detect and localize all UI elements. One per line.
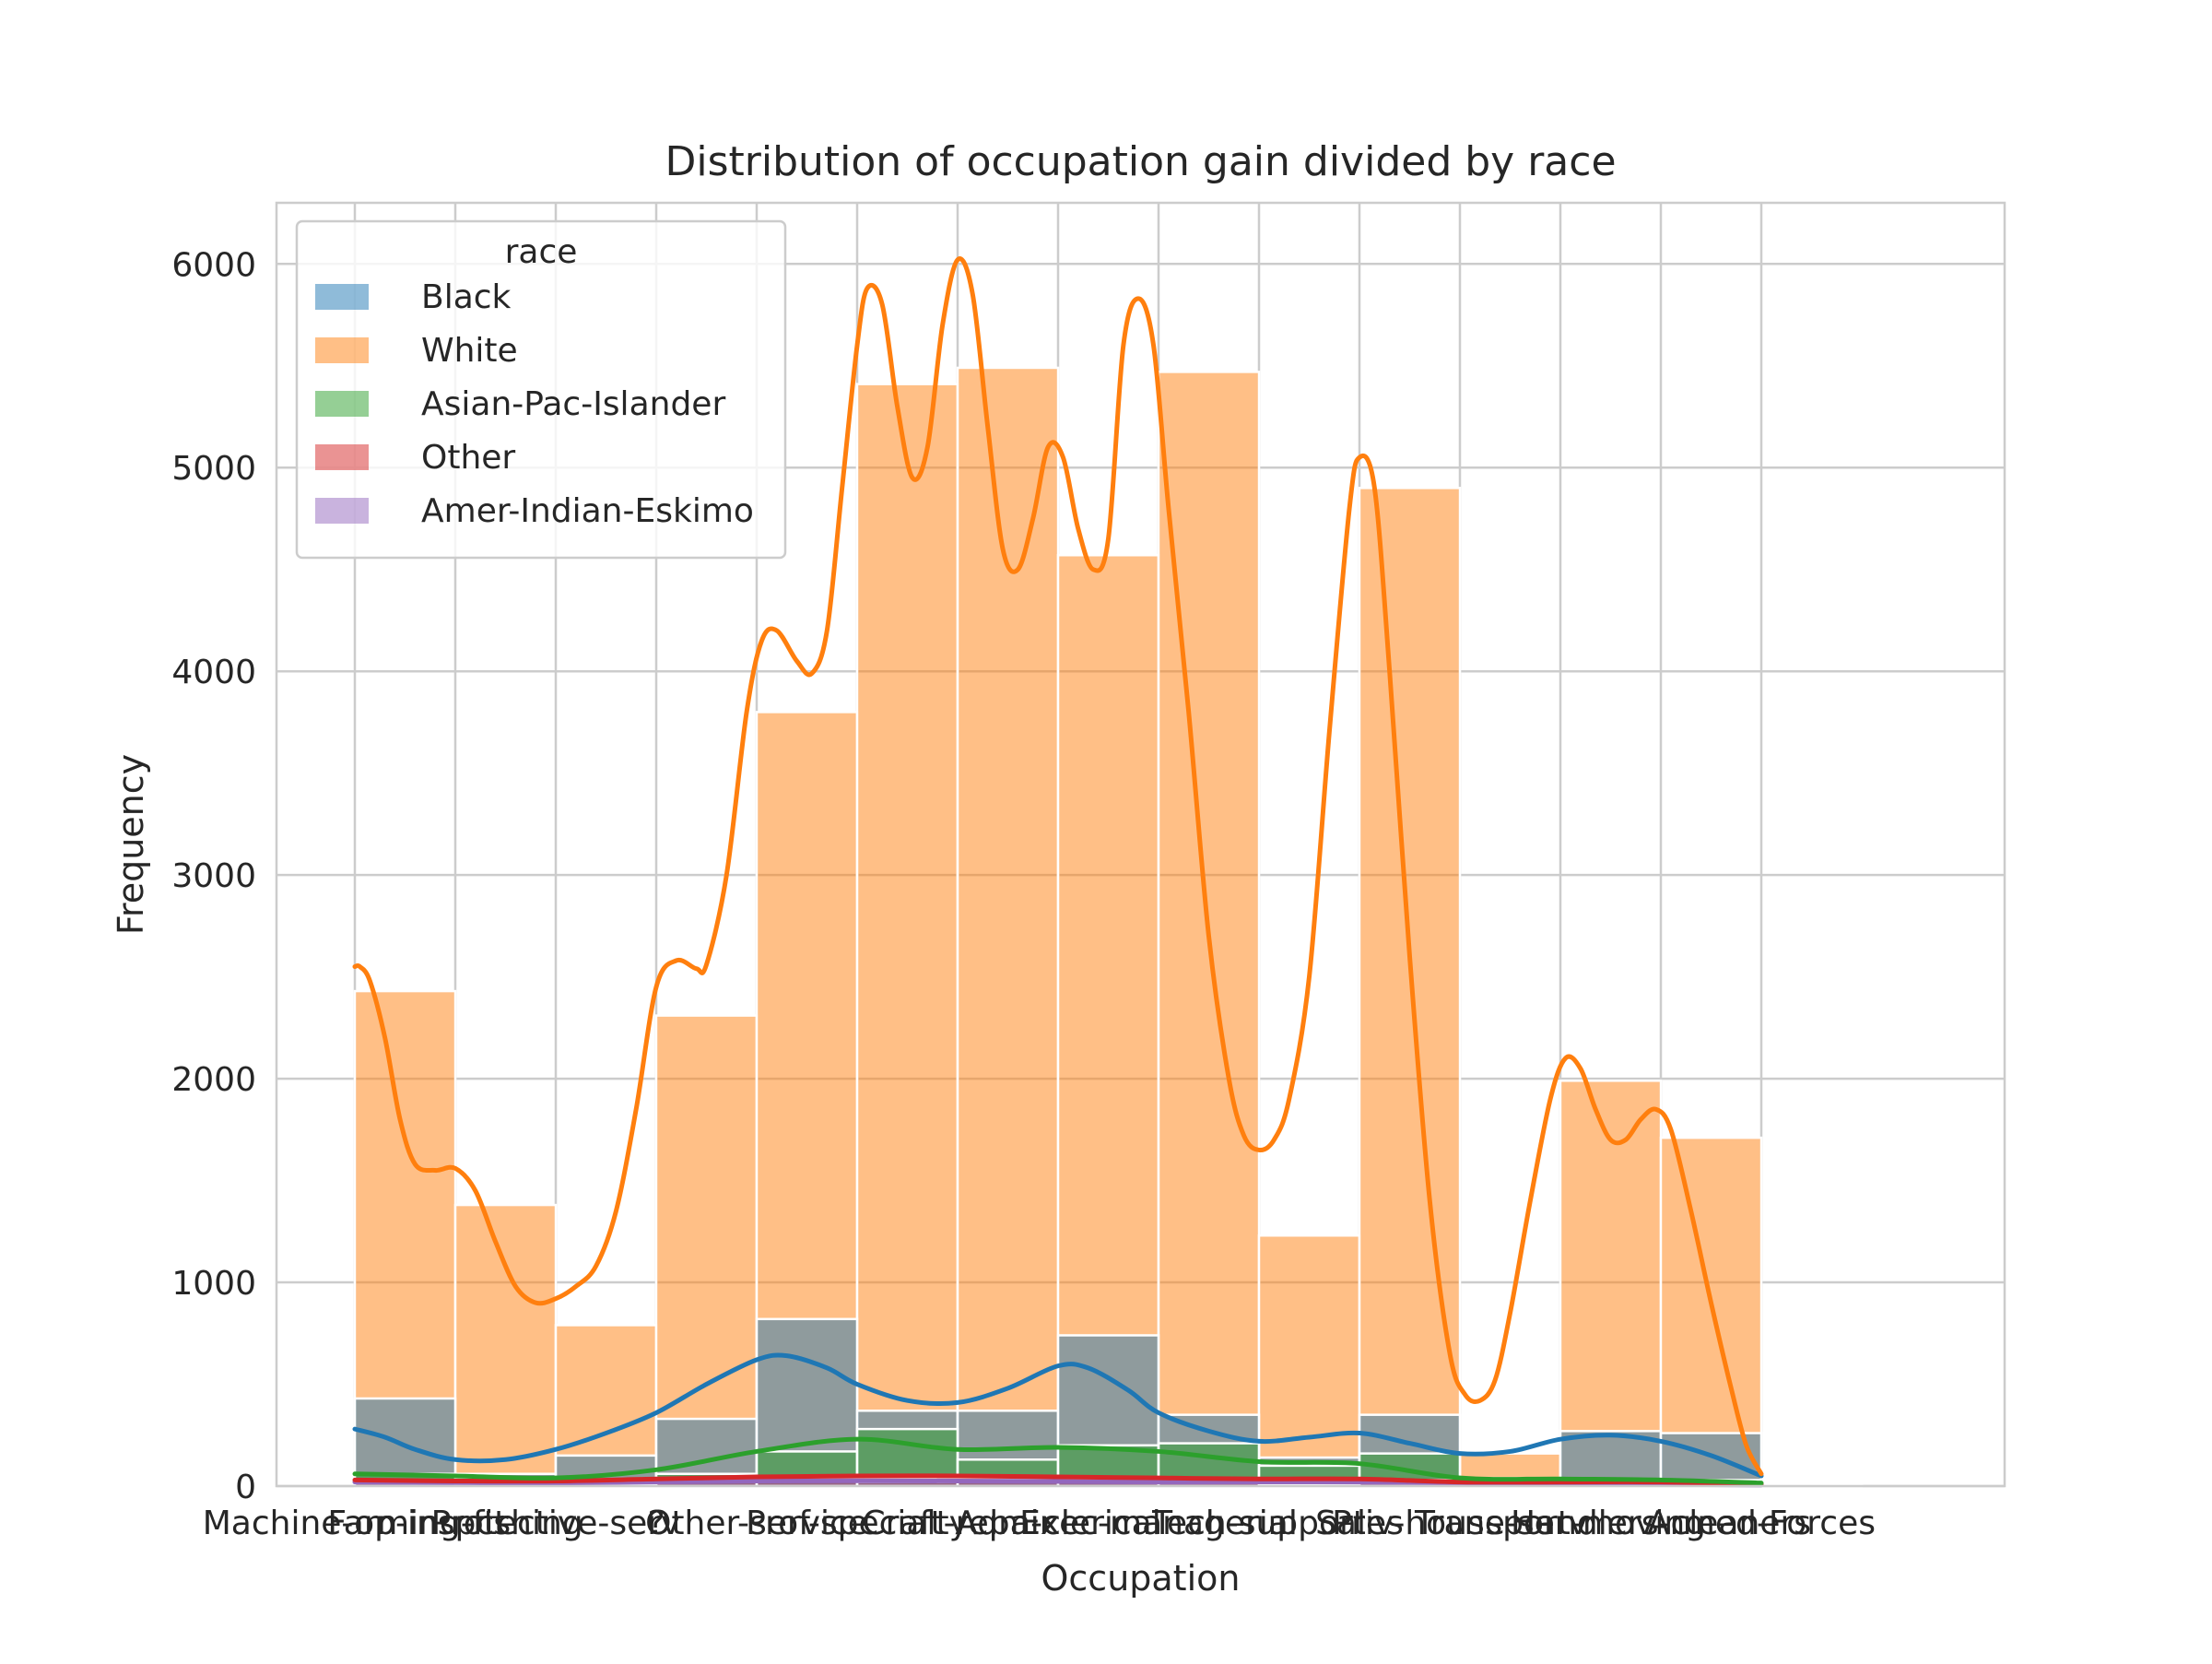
legend-label-asian-pac-islander: Asian-Pac-Islander xyxy=(421,385,725,423)
legend-label-black: Black xyxy=(421,278,512,316)
y-axis-label: Frequency xyxy=(111,754,151,935)
legend-label-amer-indian-eskimo: Amer-Indian-Eskimo xyxy=(421,492,754,530)
y-tick-label: 2000 xyxy=(171,1061,256,1099)
x-tick-label-armed-forces: Armed-Forces xyxy=(1647,1505,1876,1542)
x-axis-label: Occupation xyxy=(1041,1558,1241,1599)
chart-title: Distribution of occupation gain divided … xyxy=(665,138,1616,185)
y-tick-label: 5000 xyxy=(171,450,256,488)
legend-swatch-other xyxy=(315,444,369,470)
bar-white-craft-repair xyxy=(958,368,1058,1486)
legend-label-other: Other xyxy=(421,439,515,477)
legend-label-white: White xyxy=(421,332,518,370)
legend-swatch-black xyxy=(315,284,369,310)
legend: race Black White Asian-Pac-Islander Other Am… xyxy=(297,221,785,558)
y-tick-label: 3000 xyxy=(171,857,256,895)
y-tick-label: 6000 xyxy=(171,246,256,284)
bar-white-unknown xyxy=(656,1016,757,1486)
y-tick-label: 0 xyxy=(235,1469,256,1506)
legend-swatch-white xyxy=(315,337,369,363)
y-tick-label: 4000 xyxy=(171,654,256,691)
bar-white-tech-support xyxy=(1259,1235,1359,1486)
bar-white-farming-fishing xyxy=(455,1205,556,1486)
x-tick-label-protective-serv: Protective-serv xyxy=(431,1505,681,1542)
bar-white-prof-specialty xyxy=(857,384,958,1486)
legend-swatch-amer-indian-eskimo xyxy=(315,498,369,524)
y-tick-label: 1000 xyxy=(171,1265,256,1303)
legend-swatch-asian-pac-islander xyxy=(315,391,369,417)
legend-title: race xyxy=(505,233,578,271)
